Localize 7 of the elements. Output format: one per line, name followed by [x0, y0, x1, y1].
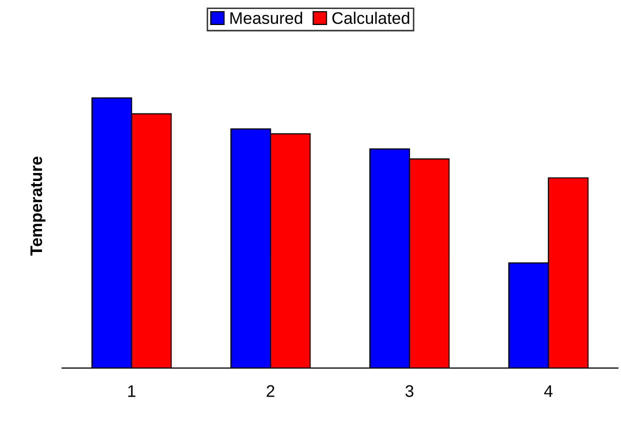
- legend-label: Calculated: [332, 12, 410, 24]
- y-axis-title: Temperature: [30, 156, 46, 256]
- x-tick-label: 3: [405, 385, 414, 397]
- legend-label: Measured: [230, 12, 302, 24]
- x-tick-label: 2: [266, 385, 274, 397]
- x-tick-label: 4: [544, 385, 553, 397]
- x-tick-label: 1: [128, 385, 136, 397]
